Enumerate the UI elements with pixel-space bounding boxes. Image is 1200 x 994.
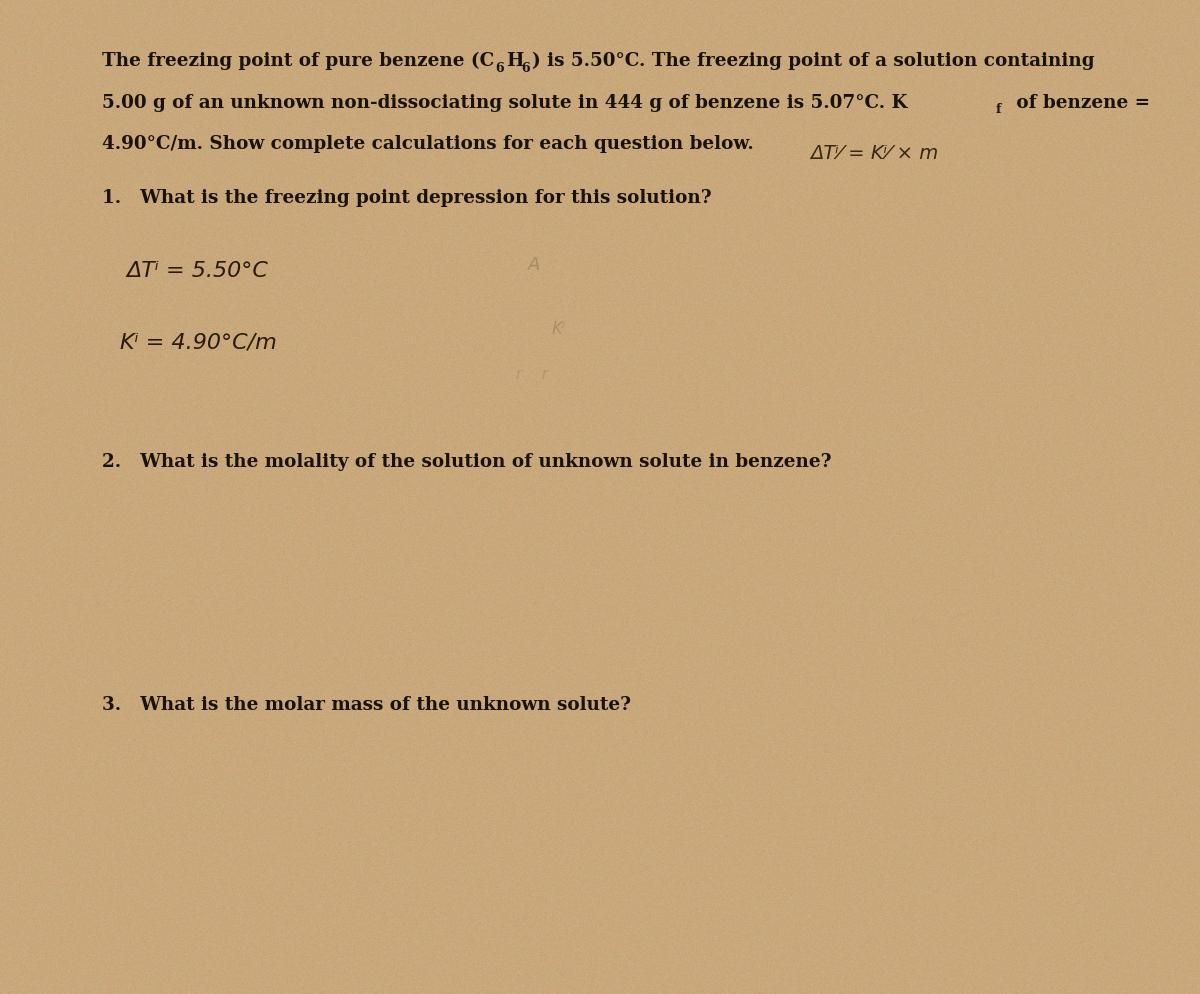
Text: ) is 5.50°C. The freezing point of a solution containing: ) is 5.50°C. The freezing point of a sol… (532, 52, 1094, 70)
Text: ΔTⁱ⁄ = Kⁱ⁄ × m: ΔTⁱ⁄ = Kⁱ⁄ × m (810, 144, 938, 163)
Text: The freezing point of pure benzene (C: The freezing point of pure benzene (C (102, 52, 494, 70)
Text: ΔTⁱ = 5.50°C: ΔTⁱ = 5.50°C (126, 260, 268, 280)
Text: A: A (528, 255, 540, 273)
Text: Kⁱ = 4.90°C/m: Kⁱ = 4.90°C/m (120, 332, 277, 352)
Text: H: H (506, 52, 523, 70)
Text: 6: 6 (496, 62, 504, 75)
Text: 6: 6 (521, 62, 529, 75)
Text: 5.00 g of an unknown non-dissociating solute in 444 g of benzene is 5.07°C. K: 5.00 g of an unknown non-dissociating so… (102, 93, 907, 111)
Text: 2.   What is the molality of the solution of unknown solute in benzene?: 2. What is the molality of the solution … (102, 452, 832, 470)
Text: 3.   What is the molar mass of the unknown solute?: 3. What is the molar mass of the unknown… (102, 696, 631, 714)
Text: of benzene =: of benzene = (1010, 93, 1151, 111)
Text: 4.90°C/m. Show complete calculations for each question below.: 4.90°C/m. Show complete calculations for… (102, 135, 754, 153)
Text: Kⁱ: Kⁱ (552, 320, 566, 338)
Text: 1.   What is the freezing point depression for this solution?: 1. What is the freezing point depression… (102, 189, 712, 207)
Text: f: f (996, 103, 1001, 116)
Text: r    r: r r (516, 367, 548, 382)
